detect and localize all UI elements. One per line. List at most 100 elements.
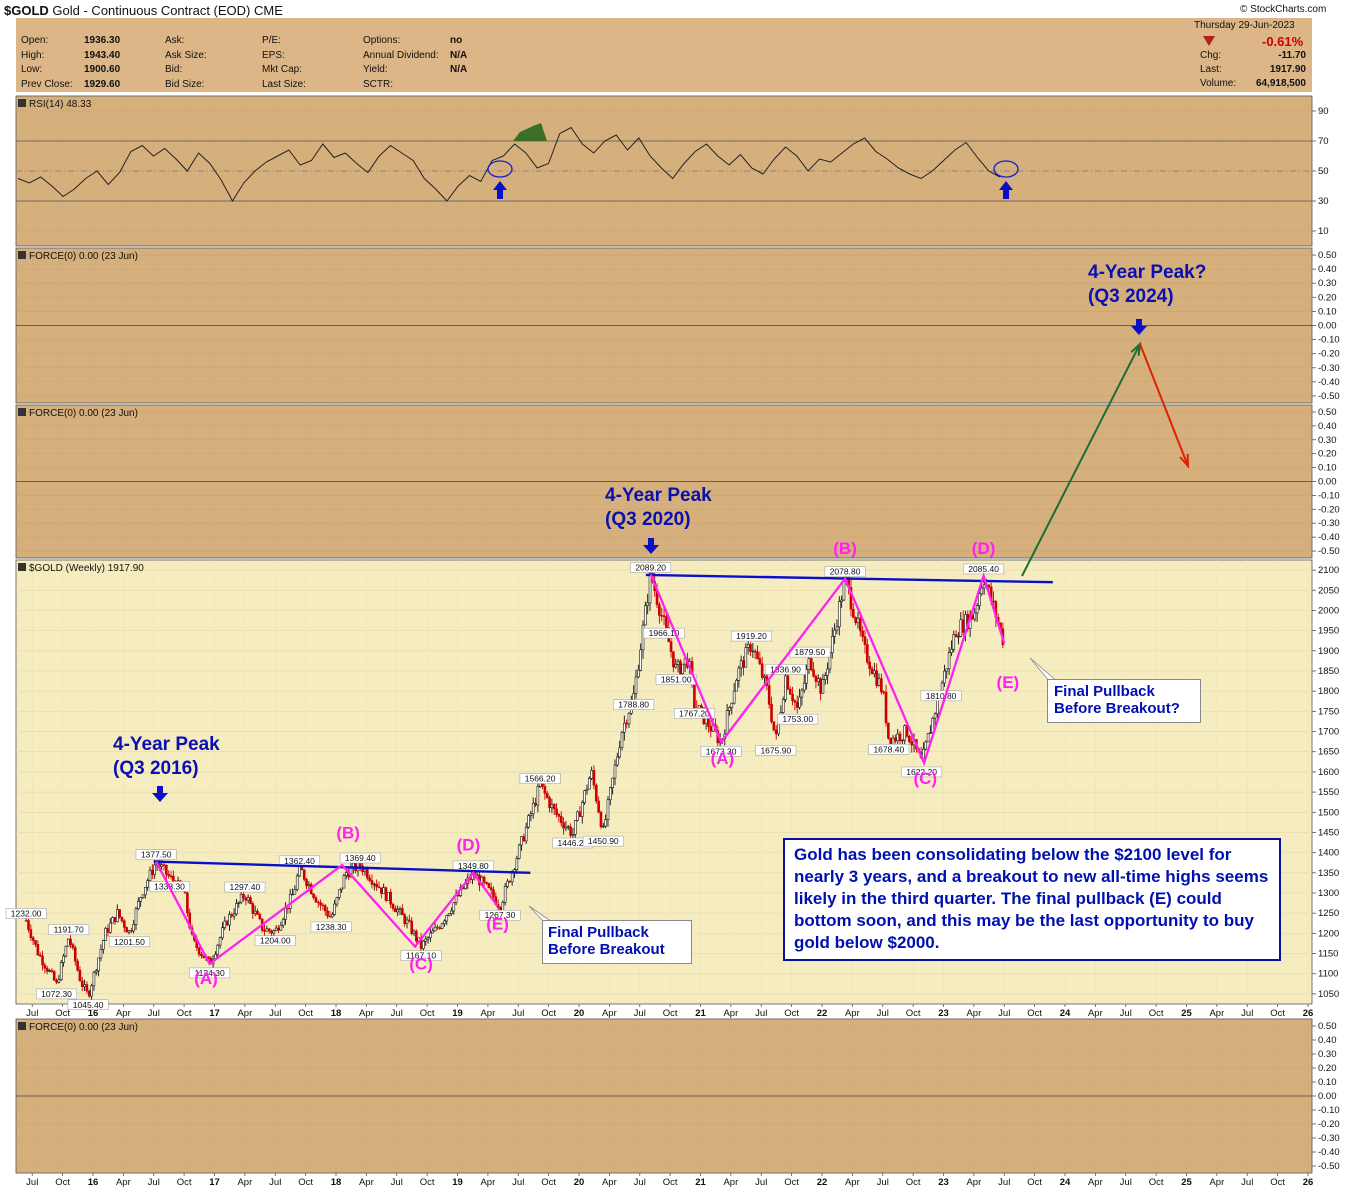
- candle-body: [137, 900, 140, 909]
- x-tick-label: Jul: [1120, 1177, 1132, 1188]
- candle-body: [277, 927, 280, 931]
- stat-left-label-2: Low:: [21, 64, 43, 75]
- note1-line2: Before Breakout: [548, 941, 665, 958]
- candle-body: [573, 820, 577, 835]
- candle-body: [279, 924, 283, 931]
- candle-body: [405, 919, 409, 925]
- candle-body: [945, 668, 949, 672]
- candle-body: [424, 938, 428, 942]
- x-tick-label: 22: [817, 1008, 828, 1019]
- x-tick-label: Oct: [1270, 1177, 1285, 1188]
- price-label: 1446.20: [558, 838, 589, 848]
- candle-body: [620, 732, 624, 749]
- candle-body: [609, 787, 612, 801]
- price-label: 1238.30: [316, 922, 347, 932]
- candle-body: [326, 910, 329, 917]
- candle-body: [767, 685, 771, 705]
- price-label: 1450.90: [588, 836, 619, 846]
- y-tick-label: 50: [1318, 166, 1329, 177]
- candle-body: [819, 678, 822, 694]
- candle-body: [933, 713, 937, 719]
- candle-body: [662, 615, 666, 617]
- x-tick-label: Oct: [420, 1008, 435, 1019]
- candle-body: [529, 813, 533, 816]
- down-arrow-icon: [1136, 319, 1142, 327]
- candle-body: [854, 617, 857, 624]
- source-credit[interactable]: © StockCharts.com: [1240, 4, 1327, 15]
- price-label: 1204.00: [260, 936, 291, 946]
- candle-body: [606, 799, 610, 820]
- candle-body: [394, 908, 397, 913]
- x-tick-label: Apr: [359, 1177, 374, 1188]
- candle-body: [333, 903, 336, 915]
- candle-body: [756, 651, 759, 659]
- y-tick-label: -0.50: [1318, 391, 1340, 402]
- candle-body: [71, 944, 75, 948]
- candle-body: [492, 889, 495, 898]
- price-label-box: [613, 699, 655, 710]
- y-tick-label: 0.50: [1318, 250, 1337, 261]
- candle-body: [246, 897, 250, 901]
- change-percent: -0.61%: [1262, 34, 1304, 49]
- candle-body: [548, 797, 551, 809]
- candle-body: [730, 702, 734, 708]
- candle-body: [377, 886, 381, 889]
- note1-line1: Final Pullback: [548, 924, 649, 941]
- candle-body: [384, 887, 388, 901]
- x-tick-label: Jul: [391, 1008, 403, 1019]
- down-arrow-icon: [648, 538, 654, 546]
- y-tick-label: 1950: [1318, 626, 1339, 637]
- candle-body: [557, 814, 561, 817]
- candle-body: [646, 602, 649, 607]
- candle-body: [980, 587, 984, 595]
- candle-body: [793, 700, 797, 703]
- candle-body: [760, 663, 764, 678]
- x-tick-label: 18: [331, 1008, 342, 1019]
- candle-body: [739, 660, 743, 669]
- candle-body: [85, 984, 89, 992]
- x-tick-label: 21: [695, 1008, 706, 1019]
- candle-body: [587, 778, 591, 790]
- x-tick-label: Jul: [1241, 1008, 1253, 1019]
- x-tick-label: 16: [88, 1177, 99, 1188]
- candle-body: [295, 875, 299, 890]
- candle-body: [410, 920, 414, 934]
- y-tick-label: 0.30: [1318, 278, 1337, 289]
- price-label: 2085.40: [968, 564, 999, 574]
- x-tick-label: 24: [1060, 1177, 1071, 1188]
- stat-left-value-3: 1929.60: [84, 78, 121, 90]
- note-final-pullback-2019: Final Pullback Before Breakout: [542, 920, 692, 964]
- peak-2020-label-line1: 4-Year Peak: [605, 485, 712, 506]
- candle-body: [99, 948, 103, 959]
- candle-body: [527, 815, 530, 828]
- y-tick-label: 1100: [1318, 969, 1338, 980]
- price-label-box: [135, 849, 177, 860]
- candle-body: [316, 901, 320, 904]
- x-tick-label: 21: [695, 1177, 706, 1188]
- candle-body: [959, 619, 963, 637]
- price-label: 1349.80: [458, 861, 489, 871]
- price-label-box: [189, 967, 231, 979]
- candle-body: [709, 726, 713, 732]
- candle-body: [221, 927, 224, 939]
- candle-body: [517, 844, 521, 859]
- x-tick-label: Oct: [784, 1008, 799, 1019]
- candle-body: [922, 748, 925, 759]
- candle-body: [728, 707, 731, 711]
- candle-body: [197, 947, 201, 955]
- candle-body: [321, 904, 325, 907]
- candle-body: [50, 970, 54, 972]
- candle-body: [887, 722, 890, 739]
- candle-body: [62, 955, 65, 963]
- candle-body: [230, 914, 234, 917]
- candle-body: [522, 836, 526, 842]
- price-label: 1788.80: [618, 700, 649, 710]
- stat-right-value-1: 1917.90: [1269, 64, 1306, 75]
- candle-body: [113, 917, 117, 922]
- peak-2016-label-line2: (Q3 2016): [113, 758, 199, 779]
- peak-2016-label-line1: 4-Year Peak: [113, 734, 220, 755]
- candle-body: [43, 964, 47, 969]
- candle-body: [856, 617, 860, 624]
- candle-body: [216, 944, 220, 955]
- y-tick-label: 1200: [1318, 928, 1339, 939]
